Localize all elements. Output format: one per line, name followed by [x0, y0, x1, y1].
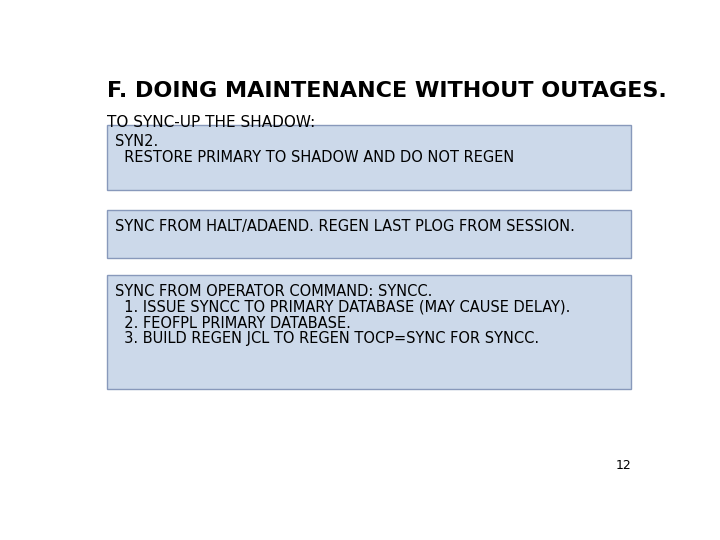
- Text: SYN2.: SYN2.: [115, 134, 158, 149]
- Bar: [107, 275, 631, 389]
- Text: SYNC FROM HALT/ADAEND. REGEN LAST PLOG FROM SESSION.: SYNC FROM HALT/ADAEND. REGEN LAST PLOG F…: [115, 219, 575, 234]
- Text: SYNC FROM OPERATOR COMMAND: SYNCC.: SYNC FROM OPERATOR COMMAND: SYNCC.: [115, 284, 433, 299]
- Text: RESTORE PRIMARY TO SHADOW AND DO NOT REGEN: RESTORE PRIMARY TO SHADOW AND DO NOT REG…: [115, 150, 514, 165]
- Text: 1. ISSUE SYNCC TO PRIMARY DATABASE (MAY CAUSE DELAY).: 1. ISSUE SYNCC TO PRIMARY DATABASE (MAY …: [115, 300, 570, 315]
- Text: TO SYNC‐UP THE SHADOW:: TO SYNC‐UP THE SHADOW:: [107, 114, 315, 130]
- Text: F. DOING MAINTENANCE WITHOUT OUTAGES.: F. DOING MAINTENANCE WITHOUT OUTAGES.: [107, 82, 667, 102]
- Bar: [107, 125, 631, 190]
- Text: 2. FEOFPL PRIMARY DATABASE.: 2. FEOFPL PRIMARY DATABASE.: [115, 315, 351, 330]
- Text: 12: 12: [616, 460, 631, 472]
- Bar: [107, 210, 631, 258]
- Text: 3. BUILD REGEN JCL TO REGEN TOCP=SYNC FOR SYNCC.: 3. BUILD REGEN JCL TO REGEN TOCP=SYNC FO…: [115, 332, 539, 346]
